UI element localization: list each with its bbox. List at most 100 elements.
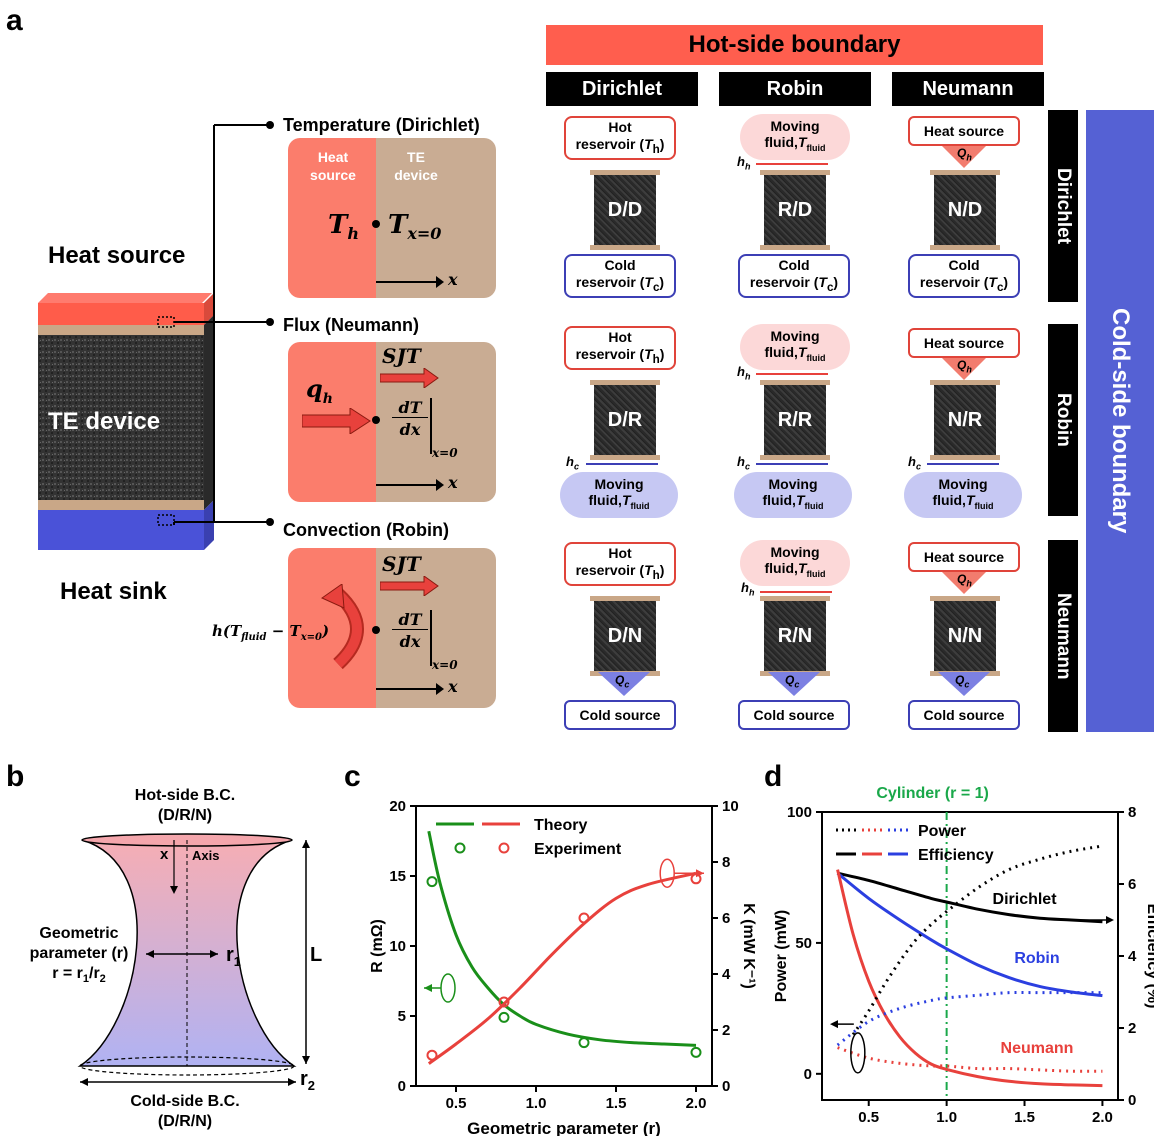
- interface-point: [372, 220, 380, 228]
- x-tick-label: 1.5: [606, 1095, 627, 1112]
- y-left-axis-label: R (mΩ): [369, 919, 386, 973]
- left-arrow-head-icon: [830, 1020, 838, 1029]
- hh-arrow: [756, 373, 828, 375]
- y-left-tick-label: 50: [795, 935, 812, 952]
- eval-label: x=0: [432, 446, 458, 460]
- moving-fluid-cloud: Moving fluid,Tfluid: [904, 472, 1022, 518]
- heat-flux-arrow-icon: [302, 408, 371, 434]
- hot-side-boundary-header: Hot-side boundary: [546, 25, 1043, 65]
- legend-marker-r: [454, 842, 466, 854]
- chart-title: Cylinder (r = 1): [876, 785, 988, 802]
- hc-arrow: [586, 463, 658, 465]
- x-axis-label: x: [448, 270, 458, 289]
- legend-label-experiment: Experiment: [534, 841, 622, 858]
- y-left-tick-label: 0: [398, 1078, 406, 1095]
- inset-te-device-label: TE device: [394, 149, 438, 183]
- flux-neumann-label: Flux (Neumann): [283, 315, 420, 335]
- x-axis-arrow: [376, 281, 440, 283]
- moving-fluid-cloud: Moving fluid,Tfluid: [740, 540, 850, 586]
- series-line-robin-power: [836, 990, 1103, 1047]
- cold-side-bc-label: Cold-side B.C. (D/R/N): [130, 1093, 240, 1130]
- hot-reservoir-box: Hot reservoir (Th): [564, 326, 676, 370]
- panel-label-b: b: [6, 760, 25, 793]
- device-rd: R/D: [760, 170, 830, 250]
- r1-label: r1: [226, 944, 242, 969]
- col-header-dirichlet: Dirichlet: [546, 72, 698, 106]
- x-tick-label: 0.5: [446, 1095, 467, 1112]
- device-rn: R/N: [760, 596, 830, 676]
- moving-fluid-cloud: Moving fluid,Tfluid: [740, 114, 850, 160]
- device-nd: N/D: [930, 170, 1000, 250]
- r2-label: r2: [300, 1068, 316, 1093]
- y-right-tick-label: 2: [1128, 1020, 1136, 1037]
- legend-label-efficiency: Efficiency: [918, 847, 994, 864]
- series-line-robin-efficiency: [836, 872, 1103, 998]
- row-header-dirichlet: Dirichlet: [1048, 110, 1078, 302]
- legend-label-power: Power: [918, 823, 966, 840]
- chart-d: 0.5 1.0 1.5 2.0 0 50 100 0 2 4 6 8 Geometric paramet…: [773, 785, 1154, 1136]
- geometric-parameter-label: Geometric parameter (r) r = r1/r2: [29, 925, 129, 986]
- data-point-r-experiment: [690, 1046, 702, 1058]
- col-header-robin: Robin: [719, 72, 871, 106]
- left-axis-indicator: [440, 973, 456, 1003]
- hyperboloid-illustration: [77, 833, 310, 1086]
- moving-fluid-cloud: Moving fluid,Tfluid: [740, 324, 850, 370]
- x-tick-label: 2.0: [1092, 1109, 1113, 1126]
- qh-arrow-icon: [942, 572, 986, 594]
- cold-reservoir-box: Cold reservoir (Tc): [738, 254, 850, 298]
- L-label: L: [310, 944, 323, 966]
- heat-source-box: Heat source: [908, 328, 1020, 358]
- data-point-r-experiment: [426, 876, 438, 888]
- sjt-label: SJT: [382, 552, 421, 576]
- left-arrow-head-icon: [424, 984, 432, 992]
- panel-label-c: c: [344, 760, 361, 793]
- heat-source-box: Heat source: [908, 542, 1020, 572]
- x-tick-label: 2.0: [686, 1095, 707, 1112]
- axis-label: Axis: [192, 848, 220, 863]
- qh-arrow-icon: [942, 146, 986, 168]
- arrow-head-icon: [436, 276, 444, 288]
- th-sub: h: [347, 224, 359, 244]
- data-point-r-experiment: [578, 1037, 590, 1049]
- data-point-k-experiment: [498, 996, 510, 1008]
- col-header-neumann: Neumann: [892, 72, 1044, 106]
- y-right-tick-label: 4: [722, 966, 731, 983]
- series-line-neumann-efficiency: [836, 869, 1103, 1088]
- heat-sink-label: Heat sink: [60, 578, 167, 605]
- sjt-arrow-icon: [380, 368, 439, 388]
- qc-arrow-icon: [768, 672, 820, 696]
- x-tick-label: 1.0: [936, 1109, 957, 1126]
- tx0-sub: x=0: [407, 224, 442, 244]
- neumann-inset: SJT qh dT dx x=0 x: [288, 342, 496, 502]
- hot-reservoir-box: Hot reservoir (Th): [564, 116, 676, 160]
- cold-reservoir-box: Cold reservoir (Tc): [908, 254, 1020, 298]
- hc-arrow: [756, 463, 828, 465]
- cold-source-box: Cold source: [908, 700, 1020, 730]
- row-header-robin: Robin: [1048, 324, 1078, 516]
- y-right-tick-label: 4: [1128, 948, 1137, 965]
- dtdx-numerator: dT: [392, 610, 428, 630]
- x-tick-label: 1.5: [1014, 1109, 1035, 1126]
- annotation-dirichlet: Dirichlet: [993, 891, 1058, 908]
- cold-source-box: Cold source: [738, 700, 850, 730]
- data-point-k-experiment: [578, 912, 590, 924]
- convection-robin-label: Convection (Robin): [283, 520, 449, 540]
- eval-label: x=0: [432, 658, 458, 672]
- cold-reservoir-box: Cold reservoir (Tc): [564, 254, 676, 298]
- series-line-neumann-power: [837, 1046, 1103, 1073]
- heat-source-label: Heat source: [48, 242, 186, 269]
- device-dn: D/N: [590, 596, 660, 676]
- x-axis-label: x: [448, 473, 458, 492]
- y-left-tick-label: 5: [398, 1008, 406, 1025]
- eval-bar: [430, 610, 432, 666]
- hot-side-bc-label: Hot-side B.C. (D/R/N): [134, 787, 236, 824]
- x-axis-arrow: [376, 484, 440, 486]
- device-nr: N/R: [930, 380, 1000, 460]
- qh-arrow-icon: [942, 358, 986, 380]
- series-line-dirichlet-efficiency: [837, 871, 1103, 924]
- connector-lines: [173, 121, 274, 526]
- dtdx-denominator: dx: [399, 420, 421, 439]
- y-right-tick-label: 10: [722, 798, 739, 815]
- qc-arrow-icon: [598, 672, 650, 696]
- data-point-r-experiment: [498, 1011, 510, 1023]
